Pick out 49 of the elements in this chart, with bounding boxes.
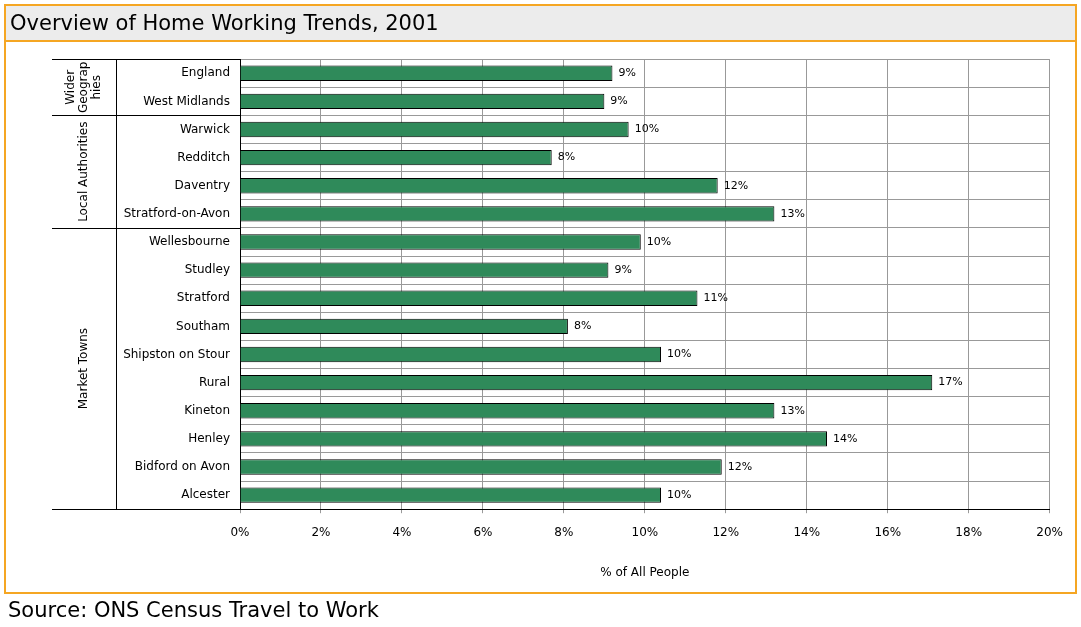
y-tick-label: Southam — [176, 318, 230, 333]
y-tick-label: Wellesbourne — [148, 234, 230, 249]
data-label: 10% — [646, 234, 672, 248]
data-label: 10% — [667, 347, 692, 361]
text: Wider Geographies — [63, 61, 104, 114]
y-tick-label: Bidford on Avon — [134, 459, 230, 474]
chart-title: Overview of Home Working Trends, 2001 — [6, 6, 1075, 42]
y-tick-label: Stratford — [176, 290, 230, 305]
x-tick-label: 12% — [712, 524, 740, 539]
y-tick-label: Kineton — [184, 402, 230, 417]
x-tick-label: 6% — [473, 524, 493, 539]
x-tick-label: 4% — [392, 524, 412, 539]
y-tick-label: West Midlands — [143, 93, 230, 108]
x-tick-label: 18% — [955, 524, 983, 539]
y-tick-label: Shipston on Stour — [123, 346, 231, 361]
data-label: 14% — [833, 431, 858, 445]
data-label: 13% — [780, 206, 805, 220]
data-label: 17% — [938, 375, 963, 389]
y-tick-label: England — [181, 65, 230, 80]
data-label: 9% — [618, 66, 636, 80]
x-tick-label: 16% — [874, 524, 902, 539]
y-tick-label: Warwick — [179, 121, 231, 136]
data-label: 11% — [703, 291, 728, 305]
data-label: 13% — [780, 403, 805, 417]
x-tick-label: 0% — [230, 524, 250, 539]
data-label: 9% — [614, 263, 632, 276]
x-tick-label: 10% — [631, 524, 659, 539]
y-tick-label: Stratford-on-Avon — [123, 206, 230, 221]
y-tick-label: Redditch — [177, 149, 230, 164]
data-label: 8% — [573, 319, 592, 333]
y-tick-label: Daventry — [174, 177, 230, 192]
data-label: 12% — [723, 178, 749, 192]
x-tick-label: 2% — [311, 524, 331, 539]
data-label: 8% — [557, 150, 576, 164]
source-note: Source: ONS Census Travel to Work — [8, 598, 379, 622]
text: Local Authorities — [76, 121, 91, 222]
data-label: 10% — [634, 122, 660, 136]
y-tick-label: Studley — [184, 262, 230, 277]
x-tick-label: 14% — [793, 524, 821, 539]
x-tick-label: 8% — [554, 524, 574, 539]
y-tick-label: Alcester — [181, 487, 231, 502]
text: Market Towns — [76, 327, 91, 410]
data-label: 10% — [667, 488, 692, 501]
x-tick-label: 20% — [1036, 524, 1063, 539]
x-axis-title: % of All People — [600, 564, 690, 579]
data-label: 9% — [610, 94, 628, 108]
data-label: 12% — [727, 459, 753, 473]
y-tick-label: Rural — [198, 374, 230, 389]
y-tick-label: Henley — [188, 431, 230, 446]
